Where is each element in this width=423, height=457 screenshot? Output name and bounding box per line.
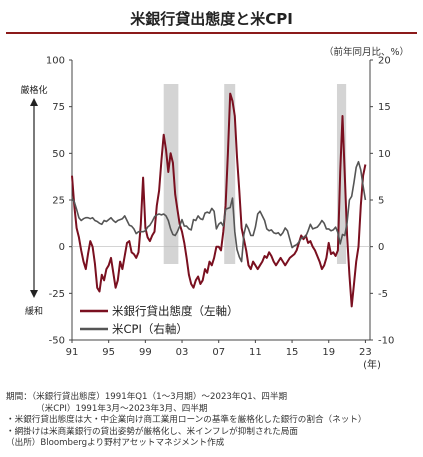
unit-label: （前年同月比、%） xyxy=(323,47,409,58)
x-tick-label: 15 xyxy=(286,347,299,358)
footnotes: 期間：（米銀行貸出態度）1991年Q1（1～3月期）～2023年Q1、四半期 （… xyxy=(6,392,420,450)
left-tick-label: -50 xyxy=(49,336,65,347)
shaded-period-2 xyxy=(224,84,236,264)
lending-standards-line xyxy=(71,92,367,308)
x-tick-label: 95 xyxy=(102,347,115,358)
x-tick-label: 91 xyxy=(66,347,79,358)
x-unit-label: (年) xyxy=(363,358,381,371)
note-period: 期間：（米銀行貸出態度）1991年Q1（1～3月期）～2023年Q1、四半期 xyxy=(6,392,288,402)
x-tick-label: 19 xyxy=(322,347,335,358)
left-tick-label: 0 xyxy=(59,242,65,253)
legend-label-1: 米銀行貸出態度（左軸） xyxy=(112,304,239,318)
note-shading: ・網掛けは米商業銀行の貸出姿勢が厳格化し、米インフレが抑制された局面 xyxy=(6,426,298,437)
x-tick-label: 23 xyxy=(359,347,372,358)
left-tick-label: 100 xyxy=(46,56,65,67)
chart-title: 米銀行貸出態度と米CPI xyxy=(130,10,293,28)
left-tick-label: 50 xyxy=(52,149,65,160)
left-tick-label: 25 xyxy=(52,196,65,207)
left-tick-label: -25 xyxy=(49,289,65,300)
right-tick-label: 20 xyxy=(378,56,391,67)
note-source: （出所）Bloombergより野村アセットマネジメント作成 xyxy=(6,438,225,449)
tighten-label: 厳格化 xyxy=(20,84,47,96)
right-tick-label: 0 xyxy=(378,242,384,253)
arrow-head-down xyxy=(30,290,38,298)
right-tick-label: -5 xyxy=(378,289,388,300)
left-tick-label: 75 xyxy=(52,102,65,113)
arrow-head-up xyxy=(30,98,38,106)
x-tick-label: 03 xyxy=(176,347,189,358)
legend-label-2: 米CPI（右軸） xyxy=(112,322,188,336)
right-tick-label: 15 xyxy=(378,102,391,113)
x-tick-label: 11 xyxy=(249,347,262,358)
note-cpi-period: （米CPI）1991年3月～2023年3月、四半期 xyxy=(36,403,208,414)
cpi-line xyxy=(71,160,367,263)
shaded-period-3 xyxy=(336,84,347,264)
right-tick-label: 10 xyxy=(378,149,391,160)
title-divider xyxy=(6,32,417,34)
x-tick-label: 99 xyxy=(139,347,152,358)
right-tick-label: -10 xyxy=(378,336,394,347)
shaded-period-1 xyxy=(163,84,179,264)
ease-label: 緩和 xyxy=(25,305,43,317)
x-tick-label: 07 xyxy=(212,347,225,358)
right-tick-label: 5 xyxy=(378,196,384,207)
note-definition: ・米銀行貸出態度は大・中企業向け商工業用ローンの基準を厳格化した銀行の割合（ネッ… xyxy=(6,415,367,426)
